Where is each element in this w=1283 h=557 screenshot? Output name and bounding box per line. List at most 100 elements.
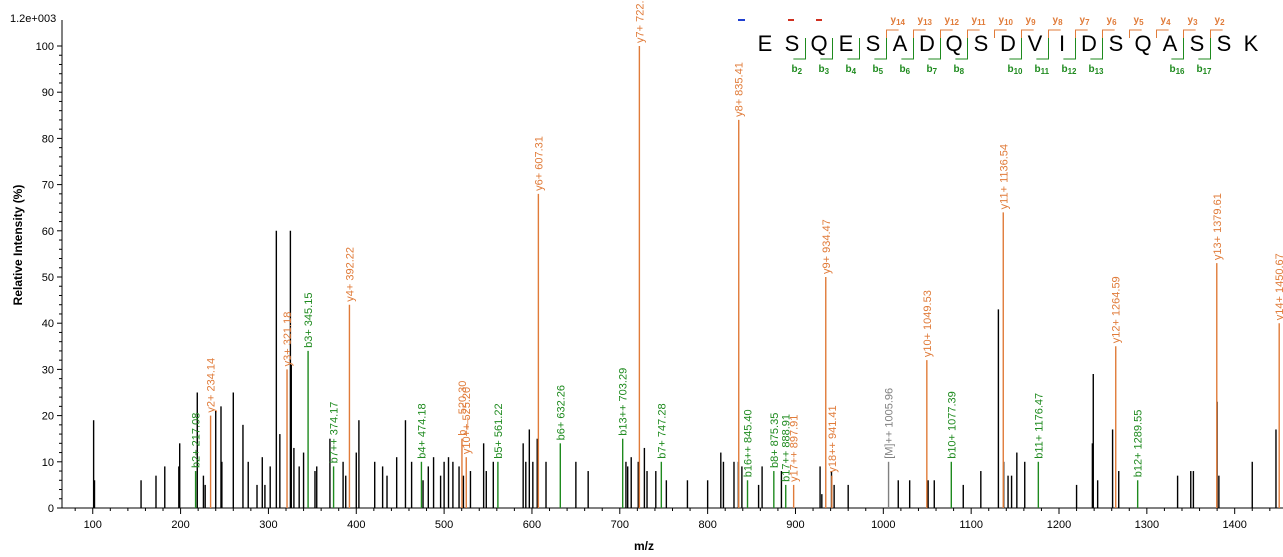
peak-label: y18++ 941.41 [827,405,839,472]
y-ion-bracket [1183,29,1196,38]
b-ion-label: b4 [846,64,857,76]
y-ion-bracket [913,29,926,38]
b-ion-bracket [1090,38,1103,60]
b-ion-label: b12 [1062,64,1078,76]
sequence-residue: A [1163,31,1178,56]
y-tick-label: 100 [36,41,54,53]
y-ion-label: y12 [945,15,960,27]
peak-label: y17++ 897.91 [789,415,801,482]
y-tick-label: 60 [42,226,54,238]
x-tick-label: 1000 [871,519,895,531]
y-axis-title: Relative Intensity (%) [11,185,25,306]
x-tick-label: 900 [786,519,804,531]
sequence-residue: S [1217,31,1232,56]
peak-label: y7+ 722.3 [634,0,646,43]
b-ion-bracket [1063,38,1076,60]
y-tick-label: 90 [42,87,54,99]
y-ion-bracket [1156,29,1169,38]
y-ion-label: y8 [1053,15,1064,27]
y-ion-bracket [886,29,899,38]
b-ion-label: b8 [954,64,965,76]
x-tick-label: 200 [171,519,189,531]
y-ion-label: y11 [972,15,987,27]
x-ticks: 100 200 300 400 500 600 700 800 900 1000 1100 1200 1… [74,508,1271,531]
peak-label: b11+ 1176.47 [1033,393,1045,459]
sequence-residue: Q [1134,31,1151,56]
y-tick-label: 80 [42,133,54,145]
x-tick-label: 700 [611,519,629,531]
x-tick-label: 400 [347,519,365,531]
y-ion-label: y5 [1134,15,1145,27]
y-tick-label: 20 [42,411,54,423]
y-ion-label: y4 [1161,15,1172,27]
sequence-residue: D [919,31,935,56]
x-tick-label: 1400 [1222,519,1246,531]
peaks [92,46,1280,508]
peak-label: y13+ 1379.61 [1212,193,1224,260]
y-ion-bracket [994,29,1007,38]
sequence-residue: S [1190,31,1205,56]
peak-label: y10++ 525.20 [461,387,473,454]
y-ion-label: y9 [1026,15,1037,27]
y-ion-bracket [1210,29,1223,38]
x-tick-label: 800 [698,519,716,531]
peak-label: b4+ 474.18 [416,403,428,458]
b-ion-bracket [901,38,914,60]
x-tick-label: 1300 [1135,519,1159,531]
peak-label: b12+ 1289.55 [1133,410,1145,478]
b-ion-label: b6 [900,64,911,76]
peak-label: y4+ 392.22 [344,247,356,302]
sequence-residue: Q [810,31,827,56]
y-ion-label: y2 [1215,15,1226,27]
b-ion-bracket [928,38,941,60]
y-ion-bracket [1021,29,1034,38]
peak-label: y3+ 321.18 [282,312,294,367]
y-tick-label: 10 [42,457,54,469]
x-axis-title: m/z [634,539,654,553]
peak-label: b6+ 632.26 [555,385,567,440]
b-ion-bracket [1009,38,1022,60]
x-tick-label: 300 [259,519,277,531]
max-intensity-label: 1.2e+003 [10,13,56,25]
y-ion-label: y10 [999,15,1014,27]
sequence-residue: S [785,31,800,56]
b-ion-label: b10 [1008,64,1024,76]
b-ion-label: b7 [927,64,938,76]
peak-label: b17++ 888.91 [781,414,793,482]
sequence-residue: K [1244,31,1259,56]
peak-label: y9+ 934.47 [821,219,833,274]
y-ion-bracket [940,29,953,38]
y-tick-label: 50 [42,272,54,284]
y-tick-label: 0 [48,503,54,515]
peak-label: b10+ 1077.39 [946,391,958,459]
sequence-residue: E [839,31,854,56]
y-ion-label: y13 [918,15,933,27]
b-ion-bracket [874,38,887,60]
y-tick-label: 30 [42,364,54,376]
peak-label: b7+ 747.28 [656,403,668,458]
b-ion-bracket [955,38,968,60]
peak-label: y2+ 234.14 [206,358,218,413]
y-ion-bracket [1129,29,1142,38]
peak-label: y11+ 1136.54 [998,144,1010,209]
x-tick-label: 500 [435,519,453,531]
x-tick-label: 600 [523,519,541,531]
b-ion-label: b16 [1170,64,1186,76]
sequence-residue: S [866,31,881,56]
sequence-residue: V [1028,31,1043,56]
y-ion-label: y7 [1080,15,1091,27]
b-ion-bracket [820,38,833,60]
y-ticks: 0 10 20 30 40 50 60 70 80 90 100 [36,41,62,515]
b-ion-label: b3 [819,64,830,76]
peak-label: y6+ 607.31 [533,136,545,191]
peak-label: b7++ 374.17 [329,402,341,464]
peak-label: y14+ 1450.67 [1274,253,1283,320]
peak-label: b2+ 217.08 [191,413,203,468]
b-ion-label: b5 [873,64,884,76]
peak-label: b3+ 345.15 [303,293,315,348]
y-tick-label: 40 [42,318,54,330]
sequence-residue: S [974,31,989,56]
sequence-residue: Q [945,31,962,56]
